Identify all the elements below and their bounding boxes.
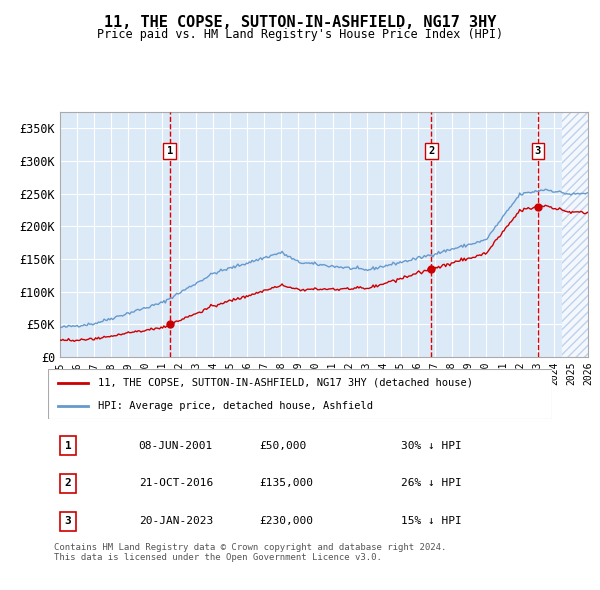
Text: 11, THE COPSE, SUTTON-IN-ASHFIELD, NG17 3HY (detached house): 11, THE COPSE, SUTTON-IN-ASHFIELD, NG17 …: [98, 378, 473, 388]
Text: £50,000: £50,000: [260, 441, 307, 451]
Text: Price paid vs. HM Land Registry's House Price Index (HPI): Price paid vs. HM Land Registry's House …: [97, 28, 503, 41]
Text: 2: 2: [65, 478, 71, 489]
Text: Contains HM Land Registry data © Crown copyright and database right 2024.
This d: Contains HM Land Registry data © Crown c…: [54, 543, 446, 562]
Text: 1: 1: [65, 441, 71, 451]
Text: 08-JUN-2001: 08-JUN-2001: [139, 441, 213, 451]
Text: 2: 2: [428, 146, 434, 156]
Text: 1: 1: [167, 146, 173, 156]
Text: 30% ↓ HPI: 30% ↓ HPI: [401, 441, 461, 451]
Text: £135,000: £135,000: [260, 478, 314, 489]
Text: 21-OCT-2016: 21-OCT-2016: [139, 478, 213, 489]
Text: HPI: Average price, detached house, Ashfield: HPI: Average price, detached house, Ashf…: [98, 401, 373, 411]
FancyBboxPatch shape: [48, 369, 552, 419]
Text: 11, THE COPSE, SUTTON-IN-ASHFIELD, NG17 3HY: 11, THE COPSE, SUTTON-IN-ASHFIELD, NG17 …: [104, 15, 496, 30]
Text: 15% ↓ HPI: 15% ↓ HPI: [401, 516, 461, 526]
Text: 26% ↓ HPI: 26% ↓ HPI: [401, 478, 461, 489]
Bar: [562, 112, 588, 357]
Text: £230,000: £230,000: [260, 516, 314, 526]
Text: 3: 3: [535, 146, 541, 156]
Bar: [562, 112, 588, 357]
Text: 3: 3: [65, 516, 71, 526]
Text: 20-JAN-2023: 20-JAN-2023: [139, 516, 213, 526]
